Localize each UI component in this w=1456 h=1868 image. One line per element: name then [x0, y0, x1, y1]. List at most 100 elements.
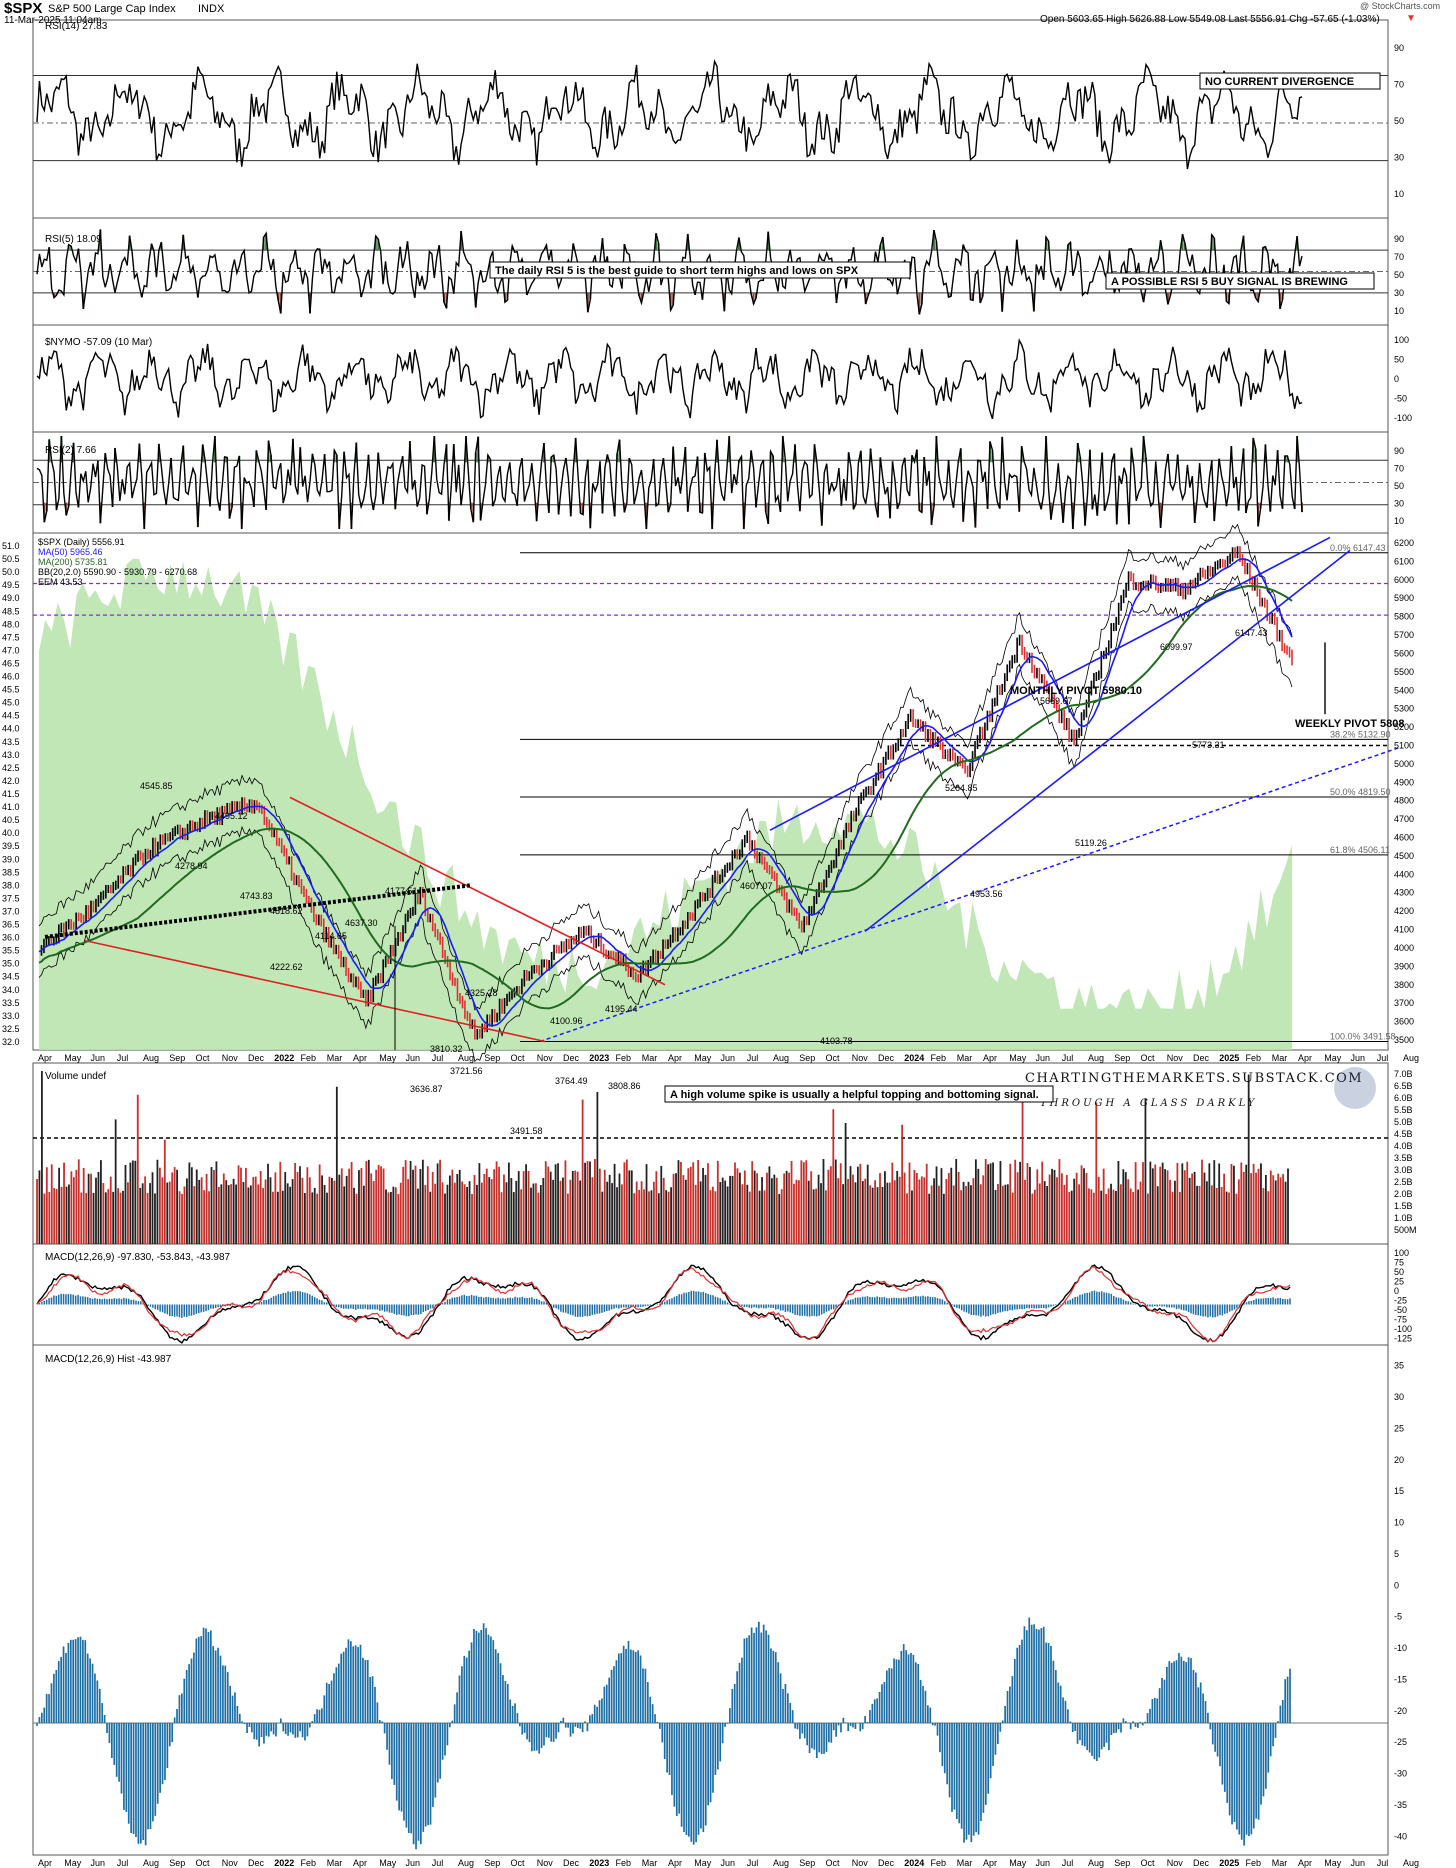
macd-signal-line	[36, 1266, 1291, 1343]
hist-tick: 30	[1394, 1392, 1404, 1402]
rsi2-tick: 70	[1394, 463, 1404, 473]
price-axis-tick: 4400	[1394, 869, 1414, 879]
fib-label: 100.0% 3491.58	[1330, 1031, 1396, 1041]
price-label: 4177.51	[385, 886, 418, 896]
eem-axis-tick: 44.5	[2, 711, 20, 721]
hist-tick: -35	[1394, 1800, 1407, 1810]
brand-tagline: THROUGH A GLASS DARKLY	[1040, 1098, 1257, 1109]
price-label: 3808.86	[608, 1081, 641, 1091]
x-axis-top-tick: Dec	[248, 1053, 265, 1063]
hist-tick: -10	[1394, 1643, 1407, 1653]
x-axis-bottom-tick: Aug	[458, 1858, 474, 1868]
price-legend-item: MA(200) 5735.81	[38, 557, 108, 567]
x-axis-bottom-tick: Dec	[248, 1858, 265, 1868]
eem-axis-tick: 41.0	[2, 802, 20, 812]
eem-axis-tick: 50.5	[2, 554, 20, 564]
x-axis-bottom-tick: May	[1009, 1858, 1027, 1868]
x-axis-top-tick: Oct	[511, 1053, 526, 1063]
eem-axis-tick: 43.5	[2, 737, 20, 747]
eem-axis-tick: 35.5	[2, 946, 20, 956]
price-label: 4278.94	[175, 861, 208, 871]
rsi14-tick: 90	[1394, 43, 1404, 53]
volume-tick: 2.0B	[1394, 1189, 1413, 1199]
x-axis-top-tick: Dec	[1193, 1053, 1210, 1063]
macd-tick: 0	[1394, 1286, 1399, 1296]
price-layer	[33, 523, 1401, 1063]
x-axis-top-tick: Jun	[1036, 1053, 1051, 1063]
neckline-dotted	[44, 883, 471, 939]
price-axis-tick: 3700	[1394, 998, 1414, 1008]
price-axis-tick: 4200	[1394, 906, 1414, 916]
volume-tick: 4.0B	[1394, 1141, 1413, 1151]
eem-axis-tick: 42.0	[2, 776, 20, 786]
x-axis-top-tick: Mar	[642, 1053, 658, 1063]
fib-label: 61.8% 4506.11	[1330, 845, 1390, 855]
rsi14-title: RSI(14) 27.83	[45, 21, 108, 32]
price-label: 5119.26	[1075, 838, 1107, 848]
volume-tick: 5.5B	[1394, 1105, 1413, 1115]
price-label: 5773.31	[1192, 740, 1225, 750]
x-axis-bottom-tick: May	[1324, 1858, 1342, 1868]
eem-axis-tick: 39.5	[2, 841, 20, 851]
eem-axis-tick: 46.5	[2, 658, 20, 668]
eem-axis-tick: 41.5	[2, 789, 20, 799]
x-axis-bottom-tick: Aug	[773, 1858, 789, 1868]
eem-axis-tick: 51.0	[2, 541, 20, 551]
price-axis-tick: 5500	[1394, 667, 1414, 677]
symbol-title: $SPX	[4, 0, 43, 17]
macd-tick: -25	[1394, 1295, 1407, 1305]
x-axis-bottom-tick: Jun	[91, 1858, 106, 1868]
timestamp: 11-Mar-2025 11:04am	[4, 15, 102, 26]
x-axis-bottom-tick: Sep	[484, 1858, 500, 1868]
rsi2-title: RSI(2) 7.66	[45, 445, 97, 456]
x-axis-bottom-tick: Nov	[1167, 1858, 1184, 1868]
macd-tick: 50	[1394, 1267, 1404, 1277]
volume-note-box	[664, 1085, 1054, 1103]
volume-tick: 500M	[1394, 1225, 1417, 1235]
price-legend-item: $SPX (Daily) 5556.91	[38, 537, 125, 547]
rsi5-note-1: The daily RSI 5 is the best guide to sho…	[495, 265, 859, 277]
ohlc-readout: Open 5603.65 High 5626.88 Low 5549.08 La…	[1040, 14, 1380, 25]
rsi14-tick: 70	[1394, 80, 1404, 90]
x-axis-bottom-tick: May	[64, 1858, 82, 1868]
price-label: 4222.62	[270, 962, 303, 972]
x-axis-bottom-tick: Feb	[301, 1858, 317, 1868]
x-axis-top-tick: Mar	[957, 1053, 973, 1063]
eem-axis-tick: 33.5	[2, 998, 20, 1008]
eem-axis-tick: 32.0	[2, 1037, 20, 1047]
x-axis-bottom-tick: Sep	[799, 1858, 815, 1868]
x-axis-bottom-tick: Nov	[852, 1858, 869, 1868]
price-legend-item: EEM 43.53	[38, 577, 83, 587]
x-axis-top-tick: Oct	[196, 1053, 211, 1063]
volume-tick: 5.0B	[1394, 1117, 1413, 1127]
x-axis-bottom-tick: Dec	[563, 1858, 580, 1868]
x-axis-bottom-tick: Oct	[511, 1858, 526, 1868]
x-axis-top-tick: Dec	[563, 1053, 580, 1063]
price-axis-tick: 5600	[1394, 648, 1414, 658]
ma50-line	[38, 558, 1293, 1027]
nymo-line	[36, 338, 1303, 420]
price-label: 4495.12	[215, 811, 248, 821]
volume-tick: 3.0B	[1394, 1165, 1413, 1175]
price-axis-tick: 5900	[1394, 593, 1414, 603]
x-axis-top-tick: Feb	[301, 1053, 317, 1063]
x-axis-bottom-tick: Apr	[353, 1858, 367, 1868]
x-axis-bottom-tick: Dec	[1193, 1858, 1210, 1868]
eem-axis-tick: 45.0	[2, 698, 20, 708]
hist-tick: -5	[1394, 1612, 1402, 1622]
x-axis-bottom-tick: May	[694, 1858, 712, 1868]
rsi5-tick: 30	[1394, 288, 1404, 298]
price-label: 4743.83	[240, 891, 273, 901]
rsi2-tick: 50	[1394, 481, 1404, 491]
x-axis-bottom-tick: Mar	[957, 1858, 973, 1868]
price-axis-tick: 4700	[1394, 814, 1414, 824]
volume-title: Volume undef	[45, 1071, 106, 1082]
eem-axis-tick: 33.0	[2, 1011, 20, 1021]
volume-tick: 7.0B	[1394, 1069, 1413, 1079]
x-axis-top-tick: Apr	[983, 1053, 997, 1063]
x-axis-bottom-tick: Apr	[38, 1858, 52, 1868]
eem-axis-tick: 47.5	[2, 632, 20, 642]
hist-title: MACD(12,26,9) Hist -43.987	[45, 1354, 172, 1365]
price-label: 3636.87	[410, 1084, 443, 1094]
macd-tick: -125	[1394, 1333, 1412, 1343]
